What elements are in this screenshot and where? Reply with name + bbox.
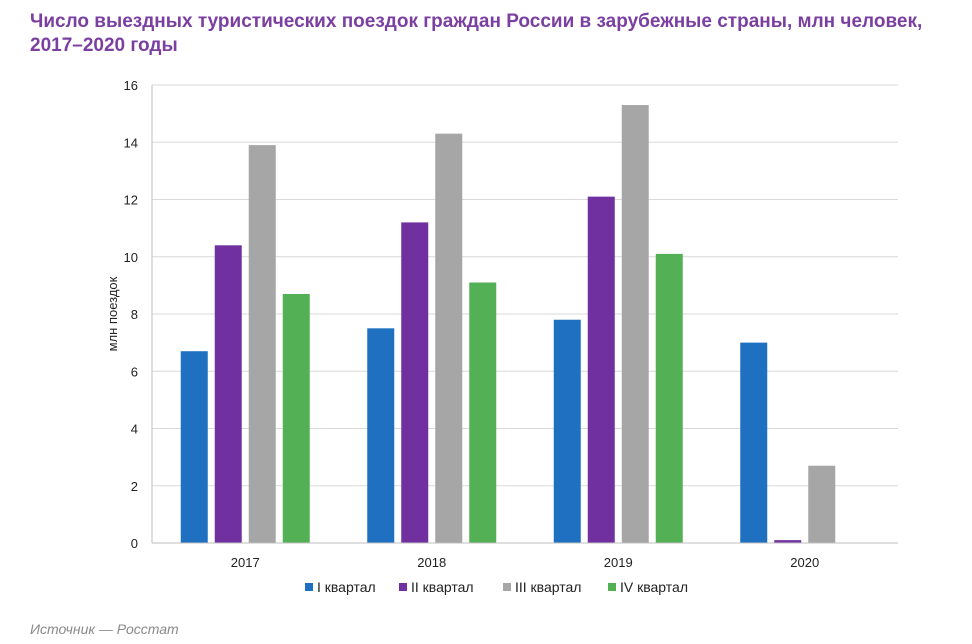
bar-2017-q1	[180, 351, 208, 543]
bar-2020-q3	[808, 465, 836, 543]
y-tick-label: 10	[124, 250, 138, 265]
grid-lines	[152, 84, 898, 487]
x-ticks: 2017 2018 2019 2020	[231, 555, 819, 570]
bar-2018-q4	[469, 282, 497, 543]
bar-2019-q4	[655, 253, 683, 543]
bar-2019-q3	[621, 105, 649, 543]
bar-2018-q1	[367, 328, 395, 543]
legend-swatch	[503, 583, 511, 591]
bar-2017-q4	[282, 293, 310, 543]
x-tick-label: 2018	[417, 555, 446, 570]
legend: I квартал II квартал III квартал IV квартал	[305, 579, 688, 595]
bar-2018-q2	[401, 222, 429, 543]
x-tick-label: 2019	[604, 555, 633, 570]
legend-label: IV квартал	[620, 579, 688, 595]
bar-2017-q3	[248, 145, 276, 544]
legend-swatch	[608, 583, 616, 591]
chart-title: Число выездных туристических поездок гра…	[30, 11, 923, 56]
bars	[180, 105, 836, 544]
y-tick-label: 12	[124, 193, 138, 208]
y-tick-label: 16	[124, 78, 138, 93]
bar-2019-q2	[587, 196, 615, 543]
legend-label: II квартал	[411, 579, 474, 595]
legend-label: I квартал	[317, 579, 376, 595]
bar-2017-q2	[214, 245, 242, 544]
y-ticks: 0 2 4 6 8 10 12 14 16	[124, 78, 138, 551]
y-tick-label: 4	[131, 422, 138, 437]
legend-swatch	[305, 583, 313, 591]
bar-2019-q1	[553, 319, 581, 543]
source-note: Источник — Росстат	[30, 621, 179, 637]
x-tick-label: 2017	[231, 555, 260, 570]
y-tick-label: 6	[131, 364, 138, 379]
legend-swatch	[399, 583, 407, 591]
y-axis-label: млн поездок	[105, 276, 120, 351]
legend-label: III квартал	[515, 579, 581, 595]
bar-2020-q1	[740, 342, 768, 543]
y-tick-label: 14	[124, 135, 138, 150]
y-tick-label: 0	[131, 536, 138, 551]
bar-2018-q3	[435, 133, 463, 543]
y-tick-label: 8	[131, 307, 138, 322]
y-tick-label: 2	[131, 479, 138, 494]
bar-2020-q2	[774, 540, 802, 543]
x-tick-label: 2020	[790, 555, 819, 570]
